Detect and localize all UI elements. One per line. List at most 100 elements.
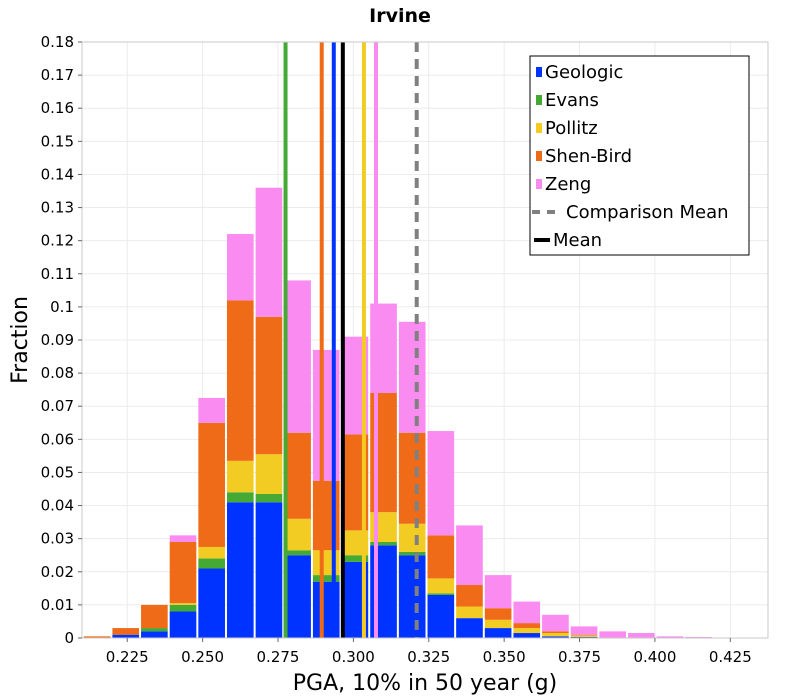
bar-zeng-6: [255, 187, 283, 317]
legend-swatch-zeng: [536, 179, 542, 189]
bar-pollitz-17: [570, 635, 598, 638]
bar-zeng-14: [484, 575, 512, 609]
y-tick-label-18: 0.18: [41, 33, 74, 51]
x-tick-label-4: 0.325: [407, 648, 450, 666]
bar-zeng-3: [169, 535, 197, 542]
bar-geologic-14: [484, 628, 512, 638]
bar-zeng-18: [599, 631, 627, 638]
bar-shen-bird-2: [141, 604, 168, 629]
bar-pollitz-11: [398, 523, 426, 552]
x-axis-label: PGA, 10% in 50 year (g): [293, 671, 557, 696]
y-tick-label-9: 0.09: [41, 331, 74, 349]
legend-swatch-pollitz: [536, 123, 542, 133]
bar-geologic-4: [198, 568, 225, 638]
bar-shen-bird-11: [398, 432, 426, 524]
legend: Geologic Evans Pollitz Shen-Bird Zeng Compari…: [529, 55, 750, 256]
bar-shen-bird-12: [427, 535, 455, 579]
y-tick-label-5: 0.05: [41, 463, 74, 481]
x-tick-label-5: 0.350: [483, 648, 526, 666]
y-tick-label-6: 0.06: [41, 430, 74, 448]
bar-pollitz-14: [484, 619, 512, 629]
bar-zeng-16: [542, 614, 569, 632]
x-tick-label-3: 0.300: [332, 648, 375, 666]
x-tick-label-1: 0.250: [181, 648, 224, 666]
y-tick-label-16: 0.16: [41, 99, 74, 117]
y-tick-label-8: 0.08: [41, 364, 74, 382]
y-tick-label-0: 0: [64, 629, 74, 647]
bar-pollitz-4: [198, 546, 225, 559]
bar-shen-bird-13: [456, 585, 483, 607]
bar-pollitz-13: [456, 606, 483, 619]
x-tick-label-2: 0.275: [257, 648, 300, 666]
bar-evans-12: [427, 593, 455, 595]
y-tick-label-4: 0.04: [41, 497, 74, 515]
bar-pollitz-5: [226, 460, 254, 493]
legend-label-zeng: Zeng: [545, 174, 591, 195]
bar-zeng-19: [628, 633, 655, 638]
bar-geologic-3: [169, 611, 197, 638]
bar-geologic-2: [141, 631, 168, 638]
bar-zeng-17: [570, 626, 598, 635]
y-tick-label-1: 0.01: [41, 596, 74, 614]
bar-geologic-15: [513, 633, 541, 638]
legend-label-evans: Evans: [545, 90, 599, 111]
legend-swatch-geologic: [536, 67, 542, 77]
legend-box: [529, 55, 750, 256]
bar-zeng-5: [226, 234, 254, 301]
bar-shen-bird-3: [169, 541, 197, 604]
bar-shen-bird-15: [513, 623, 541, 629]
bar-zeng-15: [513, 601, 541, 624]
chart-title: Irvine: [369, 5, 431, 27]
legend-label-pollitz: Pollitz: [545, 118, 598, 139]
y-tick-label-11: 0.11: [41, 265, 74, 283]
y-tick-label-10: 0.1: [50, 298, 74, 316]
bar-geologic-11: [398, 555, 426, 638]
legend-label-geologic: Geologic: [545, 62, 623, 83]
bar-zeng-4: [198, 397, 225, 423]
bar-zeng-13: [456, 525, 483, 586]
bar-evans-2: [141, 628, 168, 632]
legend-swatch-shen-bird: [536, 151, 542, 161]
bar-shen-bird-4: [198, 422, 225, 547]
bar-shen-bird-1: [112, 628, 140, 635]
legend-swatch-evans: [536, 95, 542, 105]
bar-geologic-5: [226, 502, 254, 638]
x-tick-label-6: 0.375: [558, 648, 601, 666]
bar-pollitz-7: [284, 518, 311, 551]
bar-geologic-6: [255, 502, 283, 638]
x-tick-label-7: 0.400: [633, 648, 676, 666]
y-tick-label-14: 0.14: [41, 165, 74, 183]
bar-geologic-13: [456, 618, 483, 638]
bar-evans-7: [284, 550, 311, 556]
legend-label-shen-bird: Shen-Bird: [545, 146, 632, 167]
x-axis-ticks: 0.225 0.250 0.275 0.300 0.325 0.350 0.375 0.400…: [106, 638, 752, 666]
bar-evans-6: [255, 493, 283, 503]
bar-zeng-12: [427, 431, 455, 536]
bar-evans-8: [312, 575, 340, 582]
y-tick-label-13: 0.13: [41, 199, 74, 217]
bar-evans-5: [226, 492, 254, 503]
bar-evans-11: [398, 551, 426, 556]
bar-geologic-16: [542, 636, 569, 638]
x-tick-label-0: 0.225: [106, 648, 149, 666]
bar-geologic-7: [284, 555, 311, 638]
y-tick-label-12: 0.12: [41, 232, 74, 250]
y-axis-ticks: 0 0.01 0.02 0.03 0.04 0.05 0.06 0.07 0.08 0.09 0.1…: [41, 33, 82, 647]
bar-geologic-12: [427, 594, 455, 638]
bar-shen-bird-0: [83, 636, 111, 638]
bar-zeng-20: [656, 636, 684, 638]
bar-zeng-7: [284, 280, 311, 433]
bar-evans-4: [198, 558, 225, 569]
bar-pollitz-16: [542, 633, 569, 637]
bar-shen-bird-7: [284, 432, 311, 519]
y-tick-label-3: 0.03: [41, 530, 74, 548]
bar-shen-bird-5: [226, 300, 254, 461]
y-axis-label: Fraction: [8, 296, 33, 384]
y-tick-label-15: 0.15: [41, 132, 74, 150]
bar-shen-bird-14: [484, 608, 512, 620]
bar-shen-bird-16: [542, 631, 569, 634]
legend-label-comparison-mean: Comparison Mean: [566, 202, 729, 223]
bar-pollitz-12: [427, 578, 455, 594]
x-tick-label-8: 0.425: [709, 648, 752, 666]
